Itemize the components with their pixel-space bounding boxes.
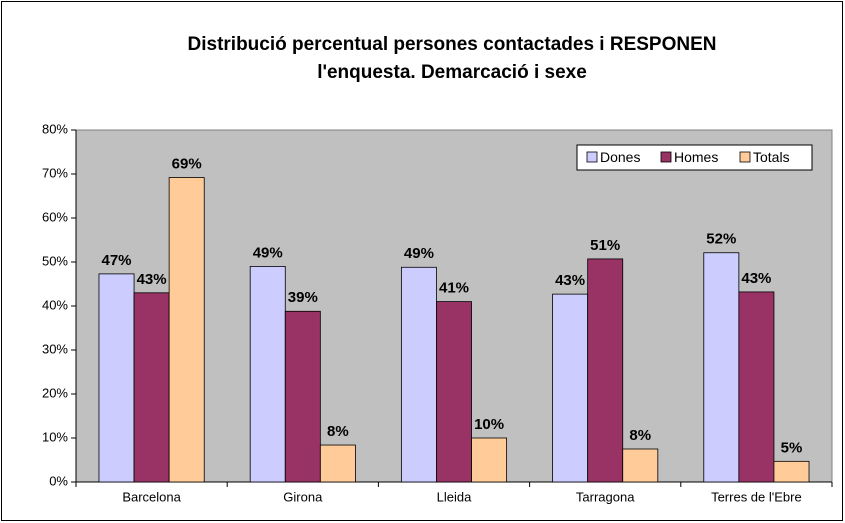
bar bbox=[703, 252, 740, 483]
y-tick-label: 0% bbox=[49, 473, 68, 488]
data-label: 51% bbox=[590, 237, 620, 254]
data-label: 5% bbox=[781, 439, 803, 456]
chart-title: l'enquesta. Demarcació i sexe bbox=[317, 62, 587, 83]
data-label: 69% bbox=[172, 155, 202, 172]
bar bbox=[168, 177, 205, 483]
x-tick-label: Terres de l'Ebre bbox=[711, 489, 802, 504]
data-label: 41% bbox=[439, 280, 469, 297]
bar bbox=[319, 444, 356, 483]
y-tick-label: 50% bbox=[42, 253, 68, 268]
bar bbox=[400, 266, 437, 483]
x-tick-label: Girona bbox=[283, 489, 323, 504]
data-label: 52% bbox=[706, 231, 736, 248]
legend-swatch bbox=[660, 151, 672, 163]
bar bbox=[133, 292, 170, 483]
bar bbox=[98, 273, 135, 483]
y-tick-label: 10% bbox=[42, 429, 68, 444]
bar bbox=[587, 258, 624, 483]
data-label: 10% bbox=[474, 416, 504, 433]
data-label: 8% bbox=[629, 427, 651, 444]
legend-label: Homes bbox=[674, 149, 718, 165]
bar bbox=[471, 437, 508, 483]
data-label: 43% bbox=[741, 270, 771, 287]
bar bbox=[284, 310, 321, 483]
bar bbox=[622, 448, 659, 483]
legend-box bbox=[576, 144, 813, 171]
legend-label: Dones bbox=[600, 149, 640, 165]
bar bbox=[249, 265, 286, 483]
y-tick-label: 60% bbox=[42, 209, 68, 224]
y-tick-label: 40% bbox=[42, 297, 68, 312]
data-label: 43% bbox=[137, 271, 167, 288]
legend-swatch bbox=[586, 151, 598, 163]
y-tick-label: 30% bbox=[42, 341, 68, 356]
data-label: 8% bbox=[327, 423, 349, 440]
data-label: 49% bbox=[253, 244, 283, 261]
x-tick-label: Tarragona bbox=[576, 489, 635, 504]
chart-title: Distribució percentual persones contacta… bbox=[188, 34, 717, 55]
y-tick-label: 80% bbox=[42, 121, 68, 136]
bar bbox=[436, 301, 472, 483]
bar bbox=[738, 291, 775, 483]
data-label: 47% bbox=[102, 252, 132, 269]
bar bbox=[552, 293, 589, 483]
y-tick-label: 70% bbox=[42, 165, 68, 180]
bar bbox=[773, 460, 810, 483]
data-label: 49% bbox=[404, 245, 434, 262]
data-label: 43% bbox=[555, 272, 585, 289]
x-tick-label: Lleida bbox=[437, 489, 472, 504]
y-tick-label: 20% bbox=[42, 385, 68, 400]
legend-label: Totals bbox=[753, 149, 790, 165]
x-tick-label: Barcelona bbox=[122, 489, 181, 504]
legend-swatch bbox=[739, 151, 751, 163]
data-label: 39% bbox=[288, 289, 318, 306]
